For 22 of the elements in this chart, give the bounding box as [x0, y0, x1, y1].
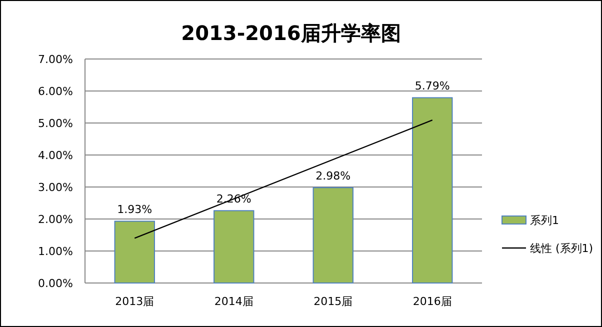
x-tick-label: 2015届	[314, 295, 353, 308]
x-tick-label: 2016届	[412, 295, 452, 308]
y-tick-label: 1.00%	[38, 244, 73, 258]
bar	[312, 187, 354, 284]
legend-label: 线性 (系列1)	[530, 242, 594, 255]
data-label: 2.98%	[316, 170, 351, 183]
chart-title: 2013-2016届升学率图	[181, 21, 401, 45]
y-tick-label: 2.00%	[38, 212, 73, 226]
legend-label: 系列1	[530, 214, 559, 227]
data-label: 1.93%	[117, 203, 152, 216]
bar	[114, 220, 155, 284]
y-tick-label: 4.00%	[38, 148, 73, 162]
data-label: 5.79%	[414, 80, 450, 93]
y-tick-label: 6.00%	[38, 84, 73, 98]
x-tick-label: 2013届	[115, 295, 154, 308]
y-tick-label: 0.00%	[38, 276, 73, 290]
x-tick-label: 2014届	[214, 295, 254, 308]
y-tick-label: 7.00%	[38, 52, 73, 66]
bar	[214, 210, 254, 284]
bar	[412, 97, 453, 284]
y-tick-label: 3.00%	[38, 180, 73, 194]
y-tick-label: 5.00%	[38, 116, 73, 130]
